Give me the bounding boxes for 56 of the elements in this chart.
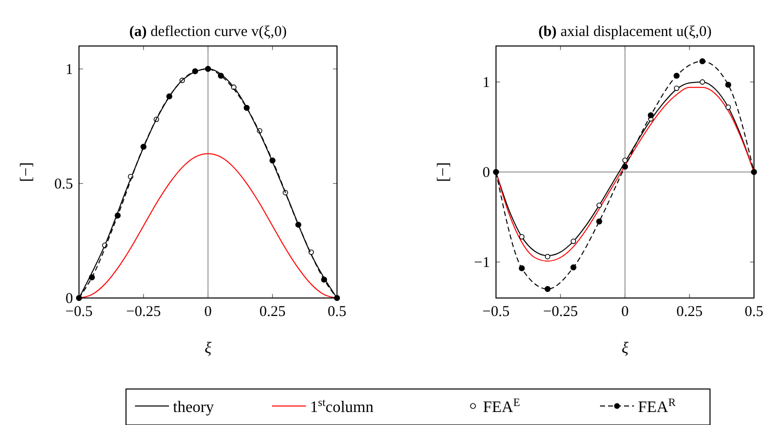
point [166,93,172,100]
x-tick-label: 0 [621,304,629,320]
point [725,82,732,88]
x-tick-label: −0.25 [126,304,161,320]
point [544,254,550,260]
x-tick-label: 0.25 [676,304,703,320]
point [518,265,525,272]
point [596,218,602,224]
point [622,164,628,170]
point [231,84,236,90]
y-tick-label: −1 [474,255,490,271]
point [244,104,250,111]
point [114,212,121,219]
point [308,249,314,255]
point [726,104,731,110]
point [674,86,680,91]
y-tick-label: 1 [482,75,490,91]
x-tick-label: 0.5 [328,304,346,320]
point [570,264,576,270]
point [270,158,276,164]
point [570,238,576,244]
x-tick-label: −0.5 [65,304,93,320]
legend-label: FEA$^{E}$ [483,397,520,416]
x-tick-label: −0.25 [543,304,578,320]
point [544,286,551,292]
legend-label: FEA$^{R}$ [638,397,676,416]
point [295,222,302,228]
point [218,72,224,79]
y-axis-title: [−] [18,162,35,182]
x-axis-title: ξ [622,340,629,357]
point [596,202,602,208]
chart-title: (a) deflection curve v(ξ,0) [129,24,287,40]
point [88,274,95,280]
legend-label: 1$^{st}$column [310,397,374,416]
point [699,58,706,64]
point [648,112,654,118]
point [519,234,524,240]
point [700,79,706,85]
point [321,276,328,283]
legend-label: theory [173,399,214,416]
y-tick-label: 1 [66,62,73,78]
point [622,158,628,163]
x-tick-label: −0.5 [482,304,510,320]
x-tick-label: 0.5 [744,304,764,320]
point [140,144,146,150]
point [205,66,211,72]
y-tick-label: 0.5 [54,176,73,192]
chart-title: (b) axial displacement u(ξ,0) [538,24,712,40]
y-tick-label: 0 [66,291,73,307]
x-tick-label: 0.25 [259,304,286,320]
y-tick-label: 0 [482,165,490,181]
x-axis-title: ξ [204,340,212,357]
point [674,72,680,79]
y-axis-title: [−] [435,162,452,182]
point [192,68,198,74]
x-tick-label: 0 [204,304,212,320]
